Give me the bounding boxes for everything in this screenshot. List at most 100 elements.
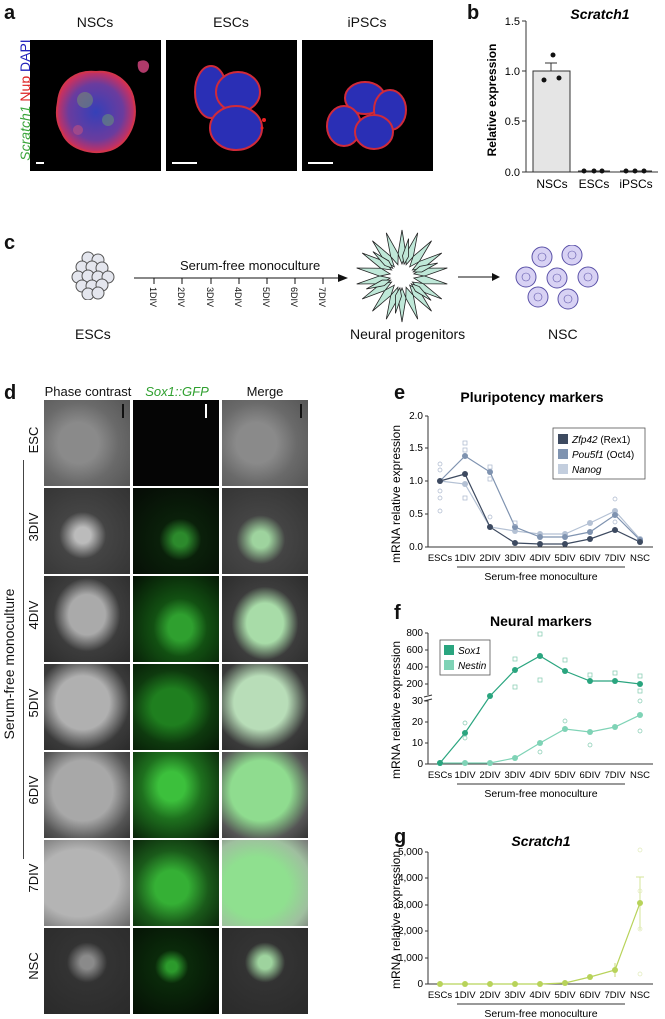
chart-e-xtick-6: 6DIV <box>579 553 601 564</box>
chart-g-xtick-7: 7DIV <box>604 990 626 1001</box>
tile-6div-merge <box>222 752 308 838</box>
panel-a-column-nscs: NSCs <box>76 14 114 30</box>
panel-label-g: g <box>394 826 407 848</box>
micrograph-ipscs <box>302 40 433 171</box>
tile-7div-phase <box>44 840 130 926</box>
panel-d-column-gfp: Sox1::GFP <box>145 384 209 399</box>
chart-f-xtick-7: 7DIV <box>604 770 626 781</box>
tile-3div-phase <box>44 488 130 574</box>
tile-esc-gfp <box>133 400 219 486</box>
chart-e-ylabel: mRNA relative expression <box>389 425 403 563</box>
chart-g-xtick-0: ESCs <box>428 990 453 1001</box>
neural-rosette-icon <box>356 229 448 323</box>
chart-b-ytick-1: 0.5 <box>505 116 520 128</box>
chart-e-xtick-1: 1DIV <box>454 553 476 564</box>
chart-e-xtick-3: 3DIV <box>504 553 526 564</box>
bar-nscs <box>532 70 571 173</box>
micrograph-escs <box>166 40 297 171</box>
chart-b-title: Scratch1 <box>570 6 629 22</box>
chart-g-xtick-5: 5DIV <box>554 990 576 1001</box>
svg-text:Zfp42 (Rex1): Zfp42 (Rex1) <box>571 435 630 446</box>
tile-4div-merge <box>222 576 308 662</box>
chart-f-xtick-5: 5DIV <box>554 770 576 781</box>
chart-e-legend <box>552 427 646 480</box>
chart-f-ytick-3: 30 <box>412 696 424 707</box>
chart-g-title: Scratch1 <box>511 833 570 849</box>
svg-text:Pou5f1 (Oct4): Pou5f1 (Oct4) <box>572 450 634 461</box>
ipscs-cluster-image <box>308 81 407 164</box>
chart-g-ytick-5: 5,000 <box>398 847 423 858</box>
timeline-tick-2div: 2DIV <box>176 287 186 307</box>
chart-f-ylabel: mRNA relative expression <box>389 641 403 779</box>
panel-label-f: f <box>394 602 401 624</box>
tile-3div-gfp <box>133 488 219 574</box>
chart-f-xtick-8: NSC <box>630 770 650 781</box>
row-label-7div: 7DIV <box>26 863 41 893</box>
chart-g-xtick-1: 1DIV <box>454 990 476 1001</box>
legend-zfp42: Zfp42 <box>571 435 598 446</box>
chart-e-ytick-2: 1.0 <box>409 476 423 487</box>
chart-f-xlabel: Serum-free monoculture <box>484 788 597 800</box>
timeline-arrow: 1DIV 2DIV 3DIV 4DIV 5DIV 6DIV 7DIV <box>134 274 348 307</box>
chart-f: Neural markers mRNA relative expression … <box>389 613 653 800</box>
escs-cluster-image <box>172 65 266 164</box>
tile-4div-phase <box>44 576 130 662</box>
panel-d-column-phase: Phase contrast <box>44 384 132 399</box>
panel-d-column-merge: Merge <box>246 384 284 399</box>
chart-f-ytick-0: 0 <box>417 759 423 770</box>
group-bracket-line <box>23 460 24 859</box>
chart-f-ytick-6: 600 <box>406 645 423 656</box>
chart-e-title: Pluripotency markers <box>460 389 603 405</box>
tile-6div-phase <box>44 752 130 838</box>
tile-5div-merge <box>222 664 308 750</box>
chart-f-xtick-2: 2DIV <box>479 770 501 781</box>
chart-f-xtick-3: 3DIV <box>504 770 526 781</box>
chart-f-ytick-1: 10 <box>412 738 424 749</box>
group-label-serum-free: Serum-free monoculture <box>1 588 17 740</box>
panel-label-d: d <box>4 382 17 404</box>
panel-a-column-escs: ESCs <box>213 14 249 30</box>
legend-pou5f1-alias: (Oct4) <box>604 450 635 461</box>
panel-c-neural-progenitors-label: Neural progenitors <box>350 326 466 342</box>
timeline-tick-5div: 5DIV <box>261 287 271 307</box>
chart-g-xtick-3: 3DIV <box>504 990 526 1001</box>
tile-4div-gfp <box>133 576 219 662</box>
chart-b-ytick-3: 1.5 <box>505 16 520 28</box>
timeline-tick-1div: 1DIV <box>148 287 158 307</box>
chart-e-xtick-4: 4DIV <box>529 553 551 564</box>
chart-b-xtick-nscs: NSCs <box>536 177 567 190</box>
legend-nestin: Nestin <box>458 661 487 672</box>
chart-e-ytick-4: 2.0 <box>409 411 423 422</box>
chart-e-xtick-7: 7DIV <box>604 553 626 564</box>
chart-f-ytick-7: 800 <box>406 628 423 639</box>
chart-b-xtick-escs: ESCs <box>579 177 610 190</box>
panel-a-column-ipscs: iPSCs <box>347 14 387 30</box>
chart-e: Pluripotency markers mRNA relative expre… <box>389 389 653 583</box>
panel-d-image-grid <box>44 400 308 1018</box>
chart-g-ytick-2: 2,000 <box>398 926 423 937</box>
esc-cluster-icon <box>71 251 115 300</box>
row-label-5div: 5DIV <box>26 688 41 718</box>
chart-f-xtick-4: 4DIV <box>529 770 551 781</box>
chart-e-ytick-0: 0.0 <box>409 542 423 553</box>
chart-b-xtick-ipscs: iPSCs <box>619 177 652 190</box>
chart-g-ytick-1: 1,000 <box>398 953 423 964</box>
row-label-3div: 3DIV <box>26 512 41 542</box>
chart-g-xtick-8: NSC <box>630 990 650 1001</box>
row-label-6div: 6DIV <box>26 775 41 805</box>
chart-g-ytick-4: 4,000 <box>398 873 423 884</box>
panel-c-nsc-label: NSC <box>548 326 578 342</box>
legend-pou5f1: Pou5f1 <box>572 450 604 461</box>
nsc-neurospheres-icon <box>515 245 599 310</box>
chart-g-ylabel: mRNA relative expression <box>389 851 403 989</box>
chart-f-ytick-2: 20 <box>412 717 424 728</box>
tile-7div-gfp <box>133 840 219 926</box>
row-label-esc: ESC <box>26 426 41 454</box>
timeline-tick-3div: 3DIV <box>205 287 215 307</box>
chart-g-ytick-3: 3,000 <box>398 900 423 911</box>
chart-g-xtick-6: 6DIV <box>579 990 601 1001</box>
chart-f-xtick-1: 1DIV <box>454 770 476 781</box>
chart-g-xtick-2: 2DIV <box>479 990 501 1001</box>
legend-zfp42-alias: (Rex1) <box>598 435 631 446</box>
timeline-tick-4div: 4DIV <box>233 287 243 307</box>
